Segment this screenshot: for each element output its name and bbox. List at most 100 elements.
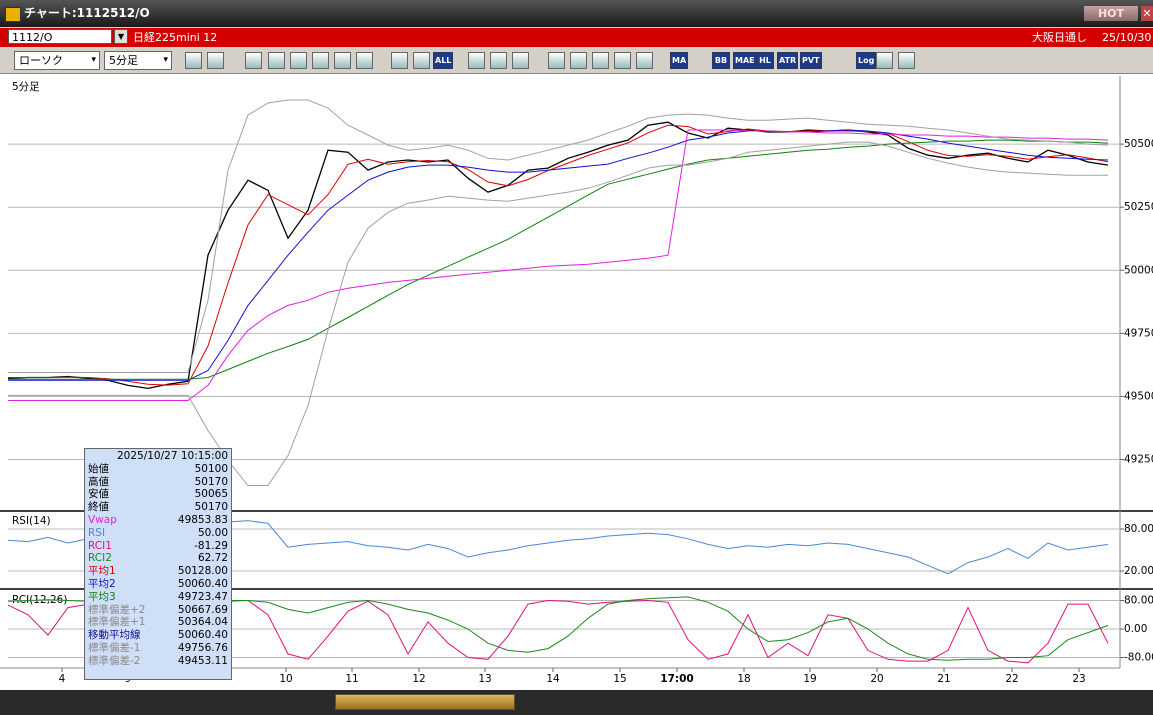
tool-icon[interactable]	[570, 52, 587, 69]
series-line	[8, 124, 1109, 386]
indicator-button[interactable]: MA	[670, 52, 689, 69]
panel-title: 5分足	[12, 81, 40, 93]
x-tick-label: 17:00	[660, 673, 693, 685]
indicator-button[interactable]: Log	[856, 52, 877, 69]
info-row: RCI1 -81.29	[88, 540, 228, 553]
indicator-button[interactable]: MAE	[733, 52, 757, 69]
info-value: 50170	[194, 501, 228, 514]
tool-icon[interactable]	[185, 52, 202, 69]
tool-icon[interactable]	[614, 52, 631, 69]
x-tick-label: 20	[870, 673, 883, 685]
info-row: Vwap 49853.83	[88, 514, 228, 527]
tool-icon[interactable]	[334, 52, 351, 69]
tool-icon[interactable]	[548, 52, 565, 69]
info-value: 50364.04	[177, 616, 228, 629]
info-row: 平均3 49723.47	[88, 591, 228, 604]
x-tick-label: 14	[546, 673, 560, 685]
title-bar: チャート:1112512/O HOT ✕	[0, 0, 1153, 27]
session: 大阪日通し	[1032, 31, 1087, 44]
indicator-button[interactable]: HL	[756, 52, 774, 69]
y-tick-label: 49750	[1124, 327, 1153, 339]
indicator-button[interactable]: ALL	[433, 52, 454, 69]
info-label: 平均2	[88, 577, 116, 590]
tool-icon[interactable]	[413, 52, 430, 69]
info-row: 安値 50065	[88, 488, 228, 501]
info-value: 49453.11	[177, 654, 228, 667]
hot-button[interactable]: HOT	[1084, 6, 1138, 21]
y-tick-label: 0.00	[1124, 623, 1147, 635]
tool-icon[interactable]	[268, 52, 285, 69]
info-value: 50170	[194, 475, 228, 488]
info-value: 50065	[194, 488, 228, 501]
tool-icon[interactable]	[312, 52, 329, 69]
info-value: 50060.40	[177, 629, 228, 642]
tool-icon[interactable]	[636, 52, 653, 69]
tool-icon[interactable]	[207, 52, 224, 69]
info-label: 平均3	[88, 590, 116, 603]
x-tick-label: 18	[737, 673, 750, 685]
info-panel: 2025/10/27 10:15:00 始値 50100 高値 50170 安値 5006…	[84, 448, 232, 680]
info-value: 50060.40	[177, 577, 228, 590]
indicator-button[interactable]: PVT	[800, 52, 822, 69]
info-row: RCI2 62.72	[88, 552, 228, 565]
info-value: 50.00	[197, 526, 228, 539]
info-label: 高値	[88, 475, 109, 488]
x-tick-label: 21	[937, 673, 950, 685]
app-icon	[5, 7, 21, 22]
info-row: 平均1 50128.00	[88, 565, 228, 578]
date: 25/10/30	[1102, 31, 1152, 44]
tool-icon[interactable]	[391, 52, 408, 69]
x-tick-label: 4	[59, 673, 66, 685]
info-value: 50667.69	[177, 603, 228, 616]
tool-icon[interactable]	[290, 52, 307, 69]
series-line	[8, 139, 1109, 380]
info-value: 50128.00	[177, 565, 228, 578]
x-tick-label: 13	[478, 673, 491, 685]
x-tick-label: 23	[1072, 673, 1085, 685]
symbol-name: 日経225mini 12	[133, 31, 218, 44]
close-button[interactable]: ✕	[1141, 6, 1153, 21]
tool-icon[interactable]	[490, 52, 507, 69]
series-line	[8, 129, 1109, 401]
info-row: 標準偏差+1 50364.04	[88, 616, 228, 629]
info-value: 49853.83	[177, 513, 228, 526]
tool-icon[interactable]	[592, 52, 609, 69]
scroll-thumb[interactable]	[335, 694, 515, 710]
x-tick-label: 11	[345, 673, 358, 685]
window-title: チャート:1112512/O	[24, 6, 150, 20]
y-tick-label: 50250	[1124, 201, 1153, 213]
symbol-code-input[interactable]: 1112/O	[8, 29, 112, 44]
indicator-button[interactable]: BB	[712, 52, 730, 69]
info-value: 49756.76	[177, 641, 228, 654]
tool-icon[interactable]	[512, 52, 529, 69]
y-tick-label: 50500	[1124, 138, 1153, 150]
panel-title: RSI(14)	[12, 515, 51, 527]
tool-icon[interactable]	[876, 52, 893, 69]
info-label: 標準偏差-2	[88, 654, 141, 667]
period-select[interactable]: 5分足	[104, 51, 172, 70]
info-label: RCI1	[88, 539, 112, 552]
info-label: 安値	[88, 488, 109, 501]
info-row: 標準偏差-2 49453.11	[88, 655, 228, 668]
indicator-button[interactable]: ATR	[777, 52, 799, 69]
info-label: RSI	[88, 526, 106, 539]
info-row: 標準偏差-1 49756.76	[88, 642, 228, 655]
chart-style-select[interactable]: ローソク	[14, 51, 100, 70]
series-line	[8, 99, 1109, 373]
info-label: RCI2	[88, 552, 112, 565]
symbol-bar: 1112/O ▼ 日経225mini 12 大阪日通し 25/10/30	[0, 28, 1153, 47]
tool-icon[interactable]	[245, 52, 262, 69]
info-row: RSI 50.00	[88, 527, 228, 540]
tool-icon[interactable]	[356, 52, 373, 69]
y-tick-label: 49500	[1124, 390, 1153, 402]
symbol-dropdown[interactable]: ▼	[114, 29, 128, 44]
info-label: 標準偏差-1	[88, 641, 141, 654]
y-tick-label: -80.00	[1124, 651, 1153, 663]
scrollbar	[0, 690, 1153, 715]
tool-icon[interactable]	[898, 52, 915, 69]
info-value: -81.29	[194, 539, 228, 552]
tool-icon[interactable]	[468, 52, 485, 69]
info-value: 49723.47	[177, 590, 228, 603]
info-label: 標準偏差+2	[88, 603, 146, 616]
